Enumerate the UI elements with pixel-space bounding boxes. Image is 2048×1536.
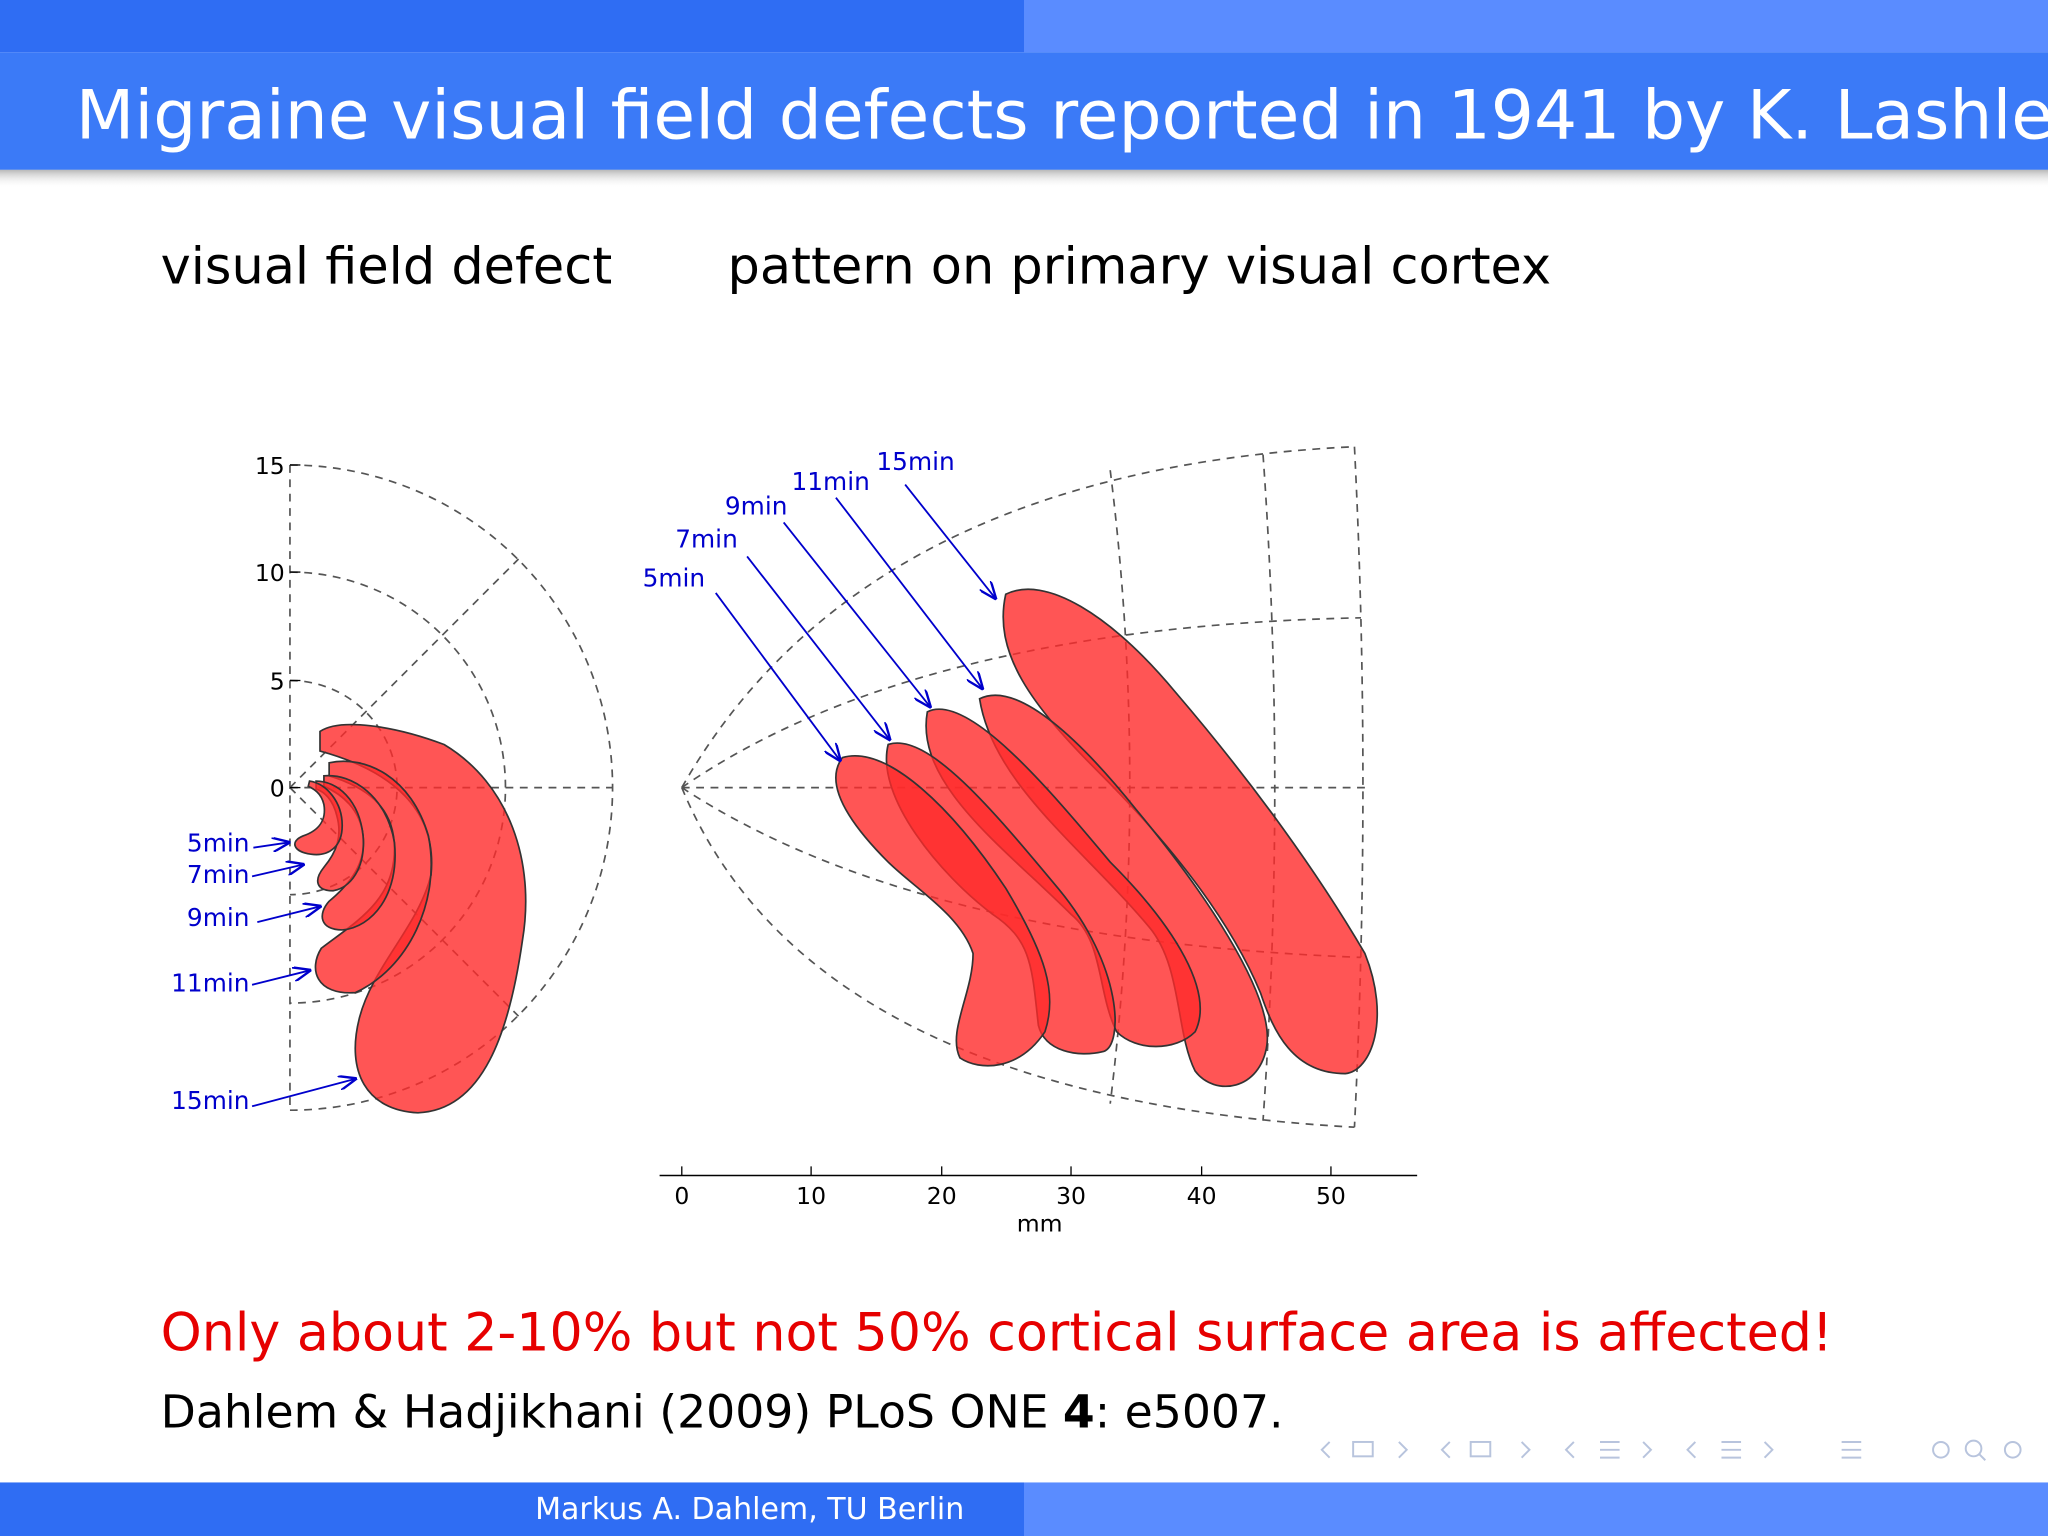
- time-label: 9min: [187, 903, 250, 932]
- citation-pages: : e5007.: [1095, 1386, 1284, 1439]
- time-label: 15min: [171, 1086, 249, 1115]
- right-heading: pattern on primary visual cortex: [728, 237, 1552, 296]
- slide-title: Migraine visual field defects reported i…: [76, 76, 2048, 155]
- nav-symbols[interactable]: [1320, 1439, 2022, 1461]
- header-band-left: [0, 0, 1024, 53]
- x-tick-label: 30: [1056, 1182, 1086, 1210]
- time-label: 5min: [643, 563, 706, 592]
- left-heading: visual field defect: [161, 237, 613, 296]
- footer-band-left: [0, 1482, 1024, 1536]
- radial-tick-label: 5: [270, 668, 285, 696]
- time-label: 7min: [675, 524, 738, 553]
- x-axis-label: mm: [1017, 1210, 1063, 1238]
- citation-volume: 4: [1063, 1386, 1095, 1439]
- header-band-right: [1024, 0, 2048, 53]
- citation: Dahlem & Hadjikhani (2009) PLoS ONE 4: e5…: [161, 1386, 1284, 1439]
- footer-band-right: [1024, 1482, 2048, 1536]
- x-tick-label: 40: [1187, 1182, 1217, 1210]
- time-label: 15min: [876, 447, 954, 476]
- left-figure: 15 10 5 0 5min 7min 9min 11min 15min: [171, 452, 614, 1115]
- title-band: [0, 52, 2048, 170]
- conclusion: Only about 2-10% but not 50% cortical su…: [161, 1304, 1833, 1364]
- x-tick-label: 20: [927, 1182, 957, 1210]
- time-label: 5min: [187, 829, 250, 858]
- radial-tick-label: 0: [270, 775, 285, 803]
- x-tick-label: 10: [796, 1182, 826, 1210]
- radial-tick-label: 15: [255, 452, 285, 480]
- x-tick-label: 0: [674, 1182, 689, 1210]
- title-shadow: [0, 169, 2048, 189]
- footer-author: Markus A. Dahlem, TU Berlin: [535, 1492, 964, 1527]
- radial-tick-label: 10: [255, 559, 285, 587]
- time-label: 11min: [171, 968, 249, 997]
- citation-authors: Dahlem & Hadjikhani (2009) PLoS ONE: [161, 1386, 1049, 1439]
- time-label: 11min: [792, 467, 870, 496]
- time-label: 9min: [725, 492, 788, 521]
- right-figure: 5min 7min 9min 11min 15min 0 10 20 30 40…: [643, 445, 1418, 1238]
- x-tick-label: 50: [1316, 1182, 1346, 1210]
- time-label: 7min: [187, 860, 250, 889]
